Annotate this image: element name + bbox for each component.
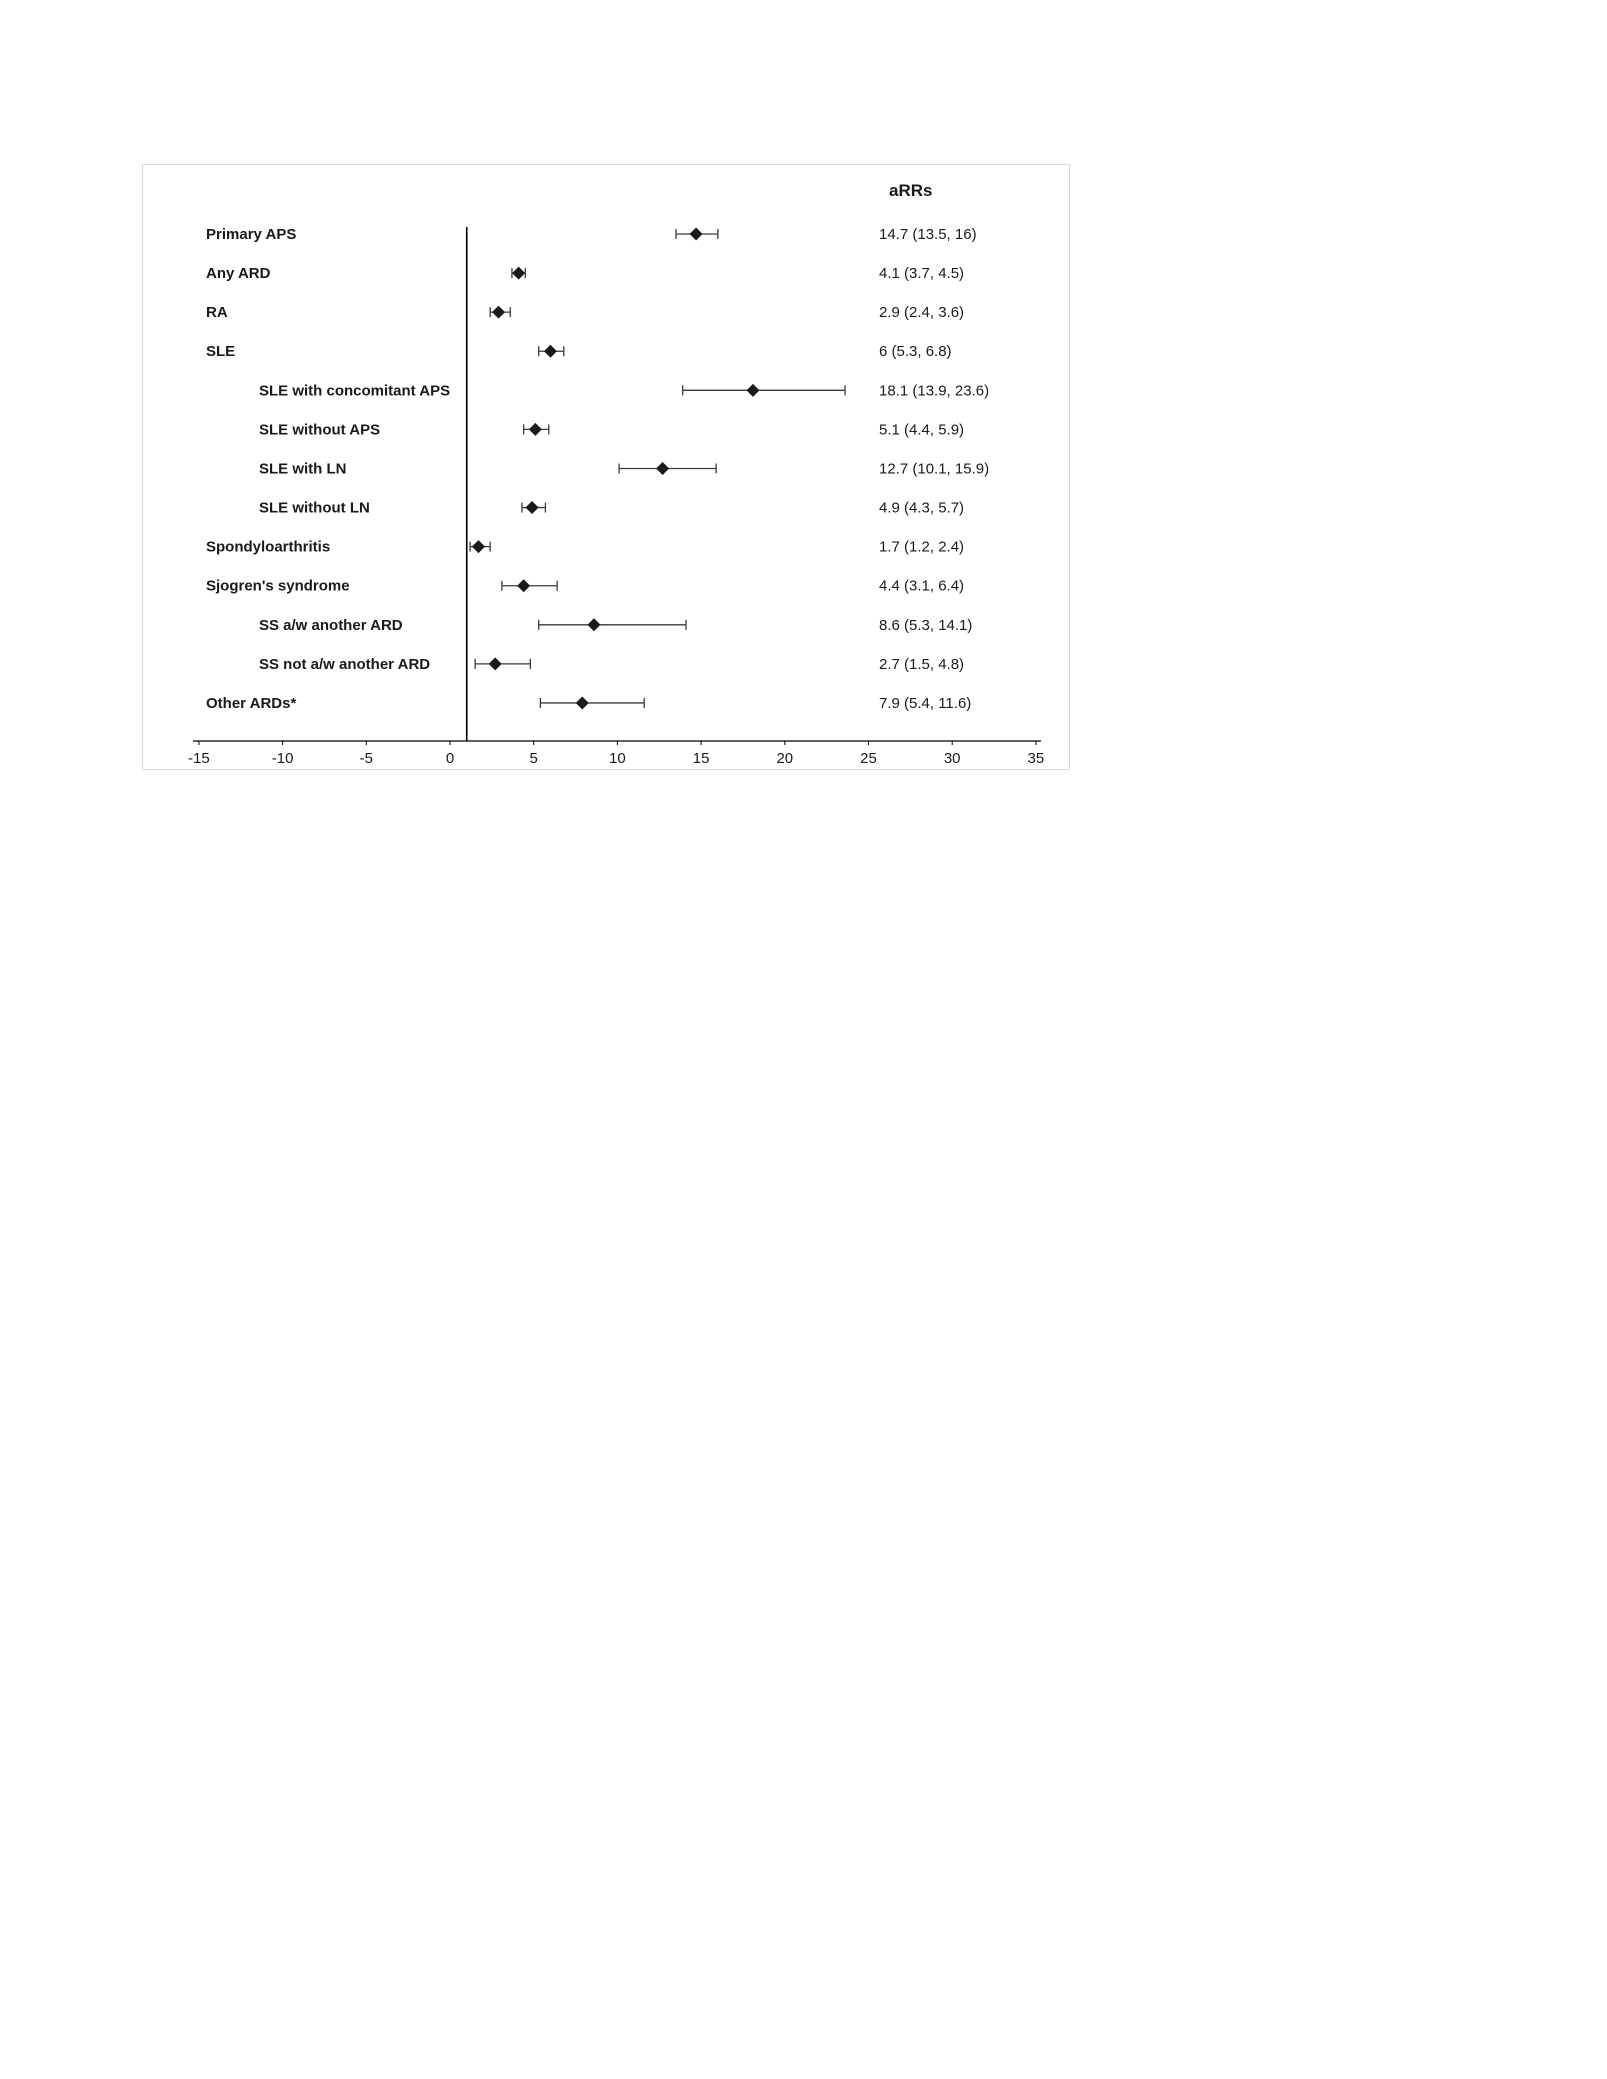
row-label: Any ARD [206, 265, 271, 282]
row-label: Spondyloarthritis [206, 539, 330, 556]
diamond-marker [575, 696, 589, 710]
value-label: 12.7 (10.1, 15.9) [879, 460, 989, 477]
row-label: SLE with LN [259, 460, 347, 477]
x-tick-label: -10 [272, 750, 294, 767]
error-bar [682, 385, 846, 396]
value-label: 4.4 (3.1, 6.4) [879, 578, 964, 595]
error-bar [538, 619, 687, 630]
forest-row: Spondyloarthritis 1.7 (1.2, 2.4) [206, 539, 964, 556]
diamond-marker [517, 579, 531, 593]
value-label: 7.9 (5.4, 11.6) [879, 695, 971, 712]
forest-row: SLE without APS 5.1 (4.4, 5.9) [259, 421, 964, 438]
forest-row: Sjogren's syndrome 4.4 (3.1, 6.4) [206, 578, 964, 595]
forest-row: SS not a/w another ARD 2.7 (1.5, 4.8) [259, 656, 964, 673]
row-label: SLE without LN [259, 500, 370, 517]
forest-row: Other ARDs* 7.9 (5.4, 11.6) [206, 695, 971, 712]
diamond-marker [528, 422, 542, 436]
x-tick-label: -15 [188, 750, 210, 767]
row-label: Other ARDs* [206, 695, 296, 712]
value-label: 4.1 (3.7, 4.5) [879, 265, 964, 282]
value-label: 8.6 (5.3, 14.1) [879, 617, 972, 634]
error-bar [474, 658, 532, 669]
diamond-marker [512, 266, 526, 280]
forest-plot-chart: aRRs -15 -10 -5 0 5 10 15 20 25 30 35 Primary APS 14… [142, 164, 1070, 770]
row-label: RA [206, 304, 228, 321]
diamond-marker [656, 461, 670, 475]
row-label: SS not a/w another ARD [259, 656, 430, 673]
row-label: SLE with concomitant APS [259, 382, 450, 399]
forest-row: SLE with concomitant APS 18.1 (13.9, 23.6… [259, 382, 989, 399]
value-label: 18.1 (13.9, 23.6) [879, 382, 989, 399]
forest-plot-canvas: -15 -10 -5 0 5 10 15 20 25 30 35 Primary APS 14.7 (1… [188, 226, 1045, 767]
x-tick-label: 20 [776, 750, 793, 767]
diamond-marker [492, 305, 506, 319]
x-tick-label: -5 [360, 750, 373, 767]
x-tick-label: 0 [446, 750, 454, 767]
x-tick-label: 10 [609, 750, 626, 767]
x-tick-label: 35 [1028, 750, 1045, 767]
diamond-marker [488, 657, 502, 671]
chart-title: aRRs [889, 181, 933, 200]
row-label: SLE [206, 343, 235, 360]
row-label: SLE without APS [259, 421, 380, 438]
x-tick-label: 30 [944, 750, 961, 767]
diamond-marker [543, 344, 557, 358]
value-label: 6 (5.3, 6.8) [879, 343, 952, 360]
value-label: 4.9 (4.3, 5.7) [879, 500, 964, 517]
value-label: 14.7 (13.5, 16) [879, 226, 977, 243]
forest-row: SLE with LN 12.7 (10.1, 15.9) [259, 460, 989, 477]
x-tick-label: 5 [530, 750, 538, 767]
forest-row: SLE 6 (5.3, 6.8) [206, 343, 952, 360]
value-label: 1.7 (1.2, 2.4) [879, 539, 964, 556]
forest-row: Any ARD 4.1 (3.7, 4.5) [206, 265, 964, 282]
row-label: SS a/w another ARD [259, 617, 403, 634]
diamond-marker [525, 501, 539, 515]
x-tick-label: 15 [693, 750, 710, 767]
row-label: Primary APS [206, 226, 296, 243]
row-label: Sjogren's syndrome [206, 578, 350, 595]
error-bar [539, 697, 645, 708]
forest-row: SLE without LN 4.9 (4.3, 5.7) [259, 500, 964, 517]
diamond-marker [587, 618, 601, 632]
forest-row: RA 2.9 (2.4, 3.6) [206, 304, 964, 321]
forest-row: Primary APS 14.7 (13.5, 16) [206, 226, 977, 243]
forest-row: SS a/w another ARD 8.6 (5.3, 14.1) [259, 617, 972, 634]
value-label: 5.1 (4.4, 5.9) [879, 421, 964, 438]
value-label: 2.7 (1.5, 4.8) [879, 656, 964, 673]
diamond-marker [689, 227, 703, 241]
value-label: 2.9 (2.4, 3.6) [879, 304, 964, 321]
diamond-marker [746, 383, 760, 397]
diamond-marker [471, 540, 485, 554]
x-tick-label: 25 [860, 750, 877, 767]
